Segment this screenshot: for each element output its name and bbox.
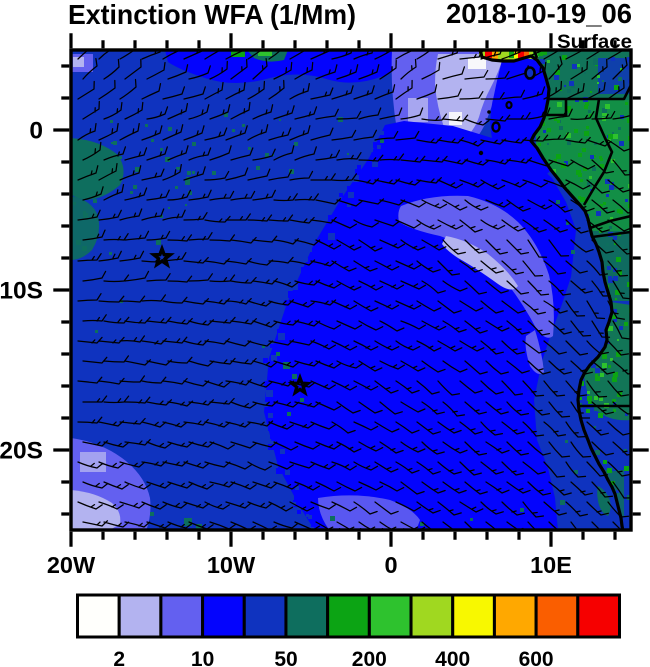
svg-text:2: 2 <box>113 648 125 667</box>
svg-text:Surface: Surface <box>557 31 632 53</box>
svg-text:400: 400 <box>435 648 470 667</box>
svg-text:10: 10 <box>191 648 214 667</box>
svg-text:20S: 20S <box>0 437 43 464</box>
svg-text:50: 50 <box>274 648 297 667</box>
svg-text:600: 600 <box>519 648 554 667</box>
svg-text:10W: 10W <box>207 552 256 578</box>
svg-text:0: 0 <box>384 552 397 578</box>
svg-text:10E: 10E <box>530 552 572 578</box>
svg-text:20W: 20W <box>47 552 96 578</box>
svg-text:0: 0 <box>29 117 43 144</box>
svg-text:200: 200 <box>352 648 387 667</box>
svg-text:Extinction WFA (1/Mm): Extinction WFA (1/Mm) <box>68 0 356 30</box>
svg-text:10S: 10S <box>0 277 43 304</box>
svg-text:2018-10-19_06: 2018-10-19_06 <box>446 0 632 29</box>
